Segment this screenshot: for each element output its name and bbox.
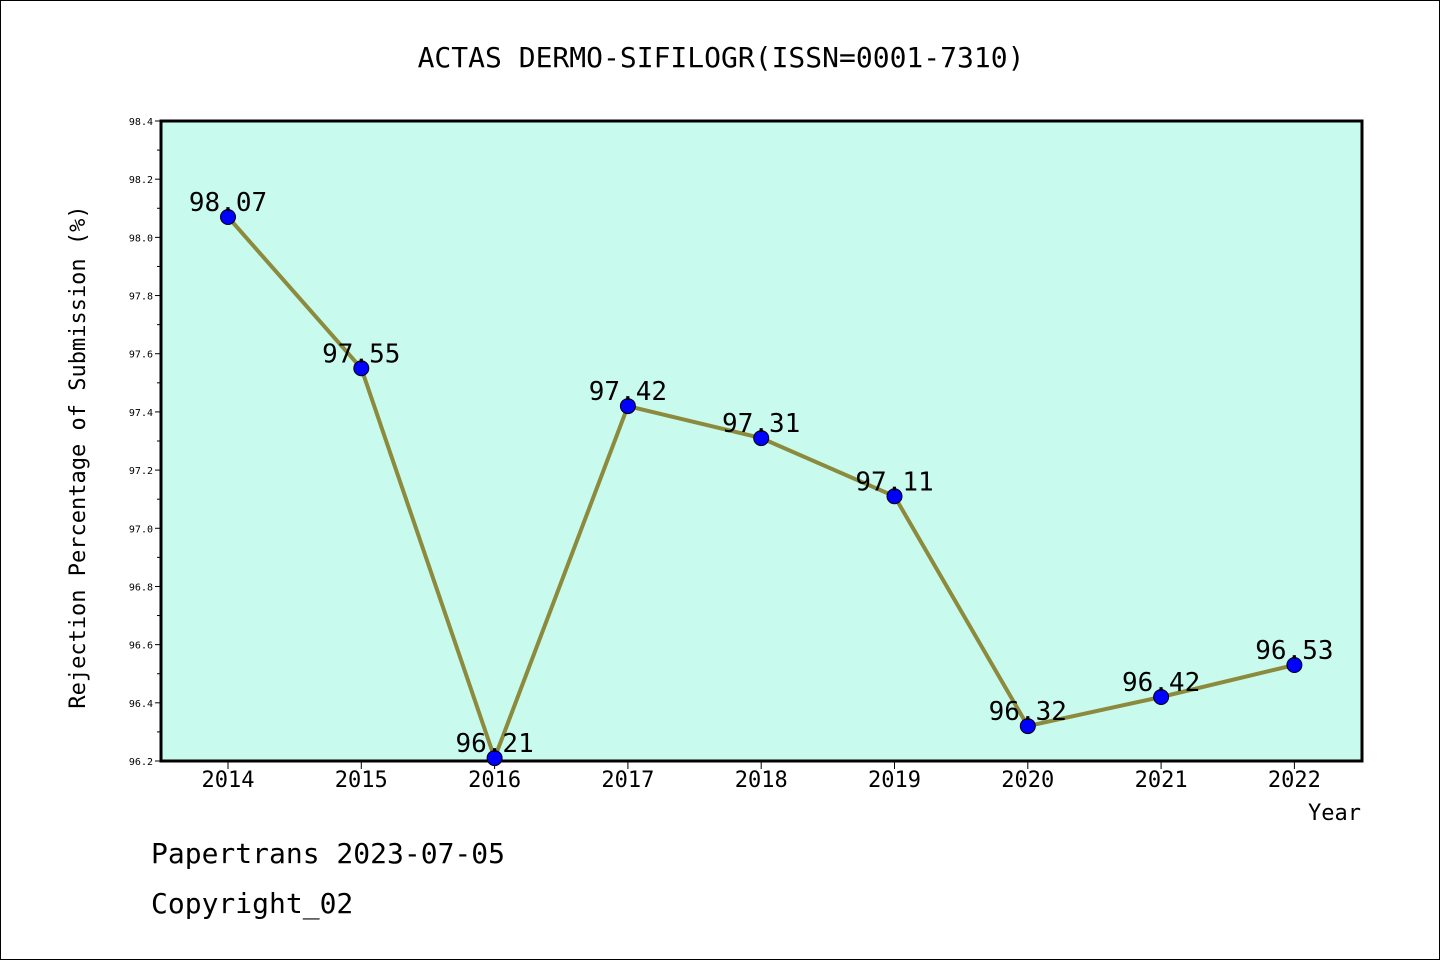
data-series <box>220 209 1303 767</box>
data-point <box>220 209 236 225</box>
chart-title: ACTAS DERMO-SIFILOGR(ISSN=0001-7310) <box>418 41 1025 74</box>
x-tick-label: 2015 <box>335 768 388 793</box>
y-tick-label: 98.0 <box>129 233 153 244</box>
y-tick-label: 96.4 <box>129 699 153 710</box>
x-axis: 2014 2015 2016 2017 2018 2019 2020 2021 2022 <box>202 761 1321 793</box>
x-tick-label: 2019 <box>868 768 921 793</box>
x-tick-label: 2021 <box>1135 768 1188 793</box>
y-tick-label: 96.8 <box>129 582 153 593</box>
data-label: 96.42 <box>1122 668 1200 698</box>
x-axis-title: Year <box>1308 801 1361 826</box>
y-axis-title: Rejection Percentage of Submission (%) <box>66 205 91 708</box>
y-tick-label: 98.2 <box>129 175 153 186</box>
data-point <box>753 430 770 447</box>
data-label: 96.53 <box>1255 636 1333 666</box>
x-tick-label: 2022 <box>1268 768 1321 793</box>
data-label: 98.07 <box>189 188 267 218</box>
data-point <box>1019 718 1036 735</box>
data-label: 96.21 <box>455 729 533 759</box>
data-label: 97.11 <box>855 467 933 497</box>
x-tick-label: 2018 <box>735 768 788 793</box>
footer-date-line: Papertrans 2023-07-05 <box>151 837 506 870</box>
data-label: 97.31 <box>722 409 800 439</box>
y-tick-label: 96.6 <box>129 641 153 652</box>
y-tick-label: 97.8 <box>129 292 153 303</box>
x-tick-label: 2014 <box>202 768 255 793</box>
y-axis: 96.2 96.4 96.6 96.8 97.0 97.2 97.4 97.6 97.8 98.0… <box>129 117 161 768</box>
data-point <box>353 360 370 377</box>
footer-copyright-line: Copyright_02 <box>151 887 354 920</box>
data-point <box>486 750 503 767</box>
y-tick-label: 97.6 <box>129 350 153 361</box>
y-tick-label: 97.4 <box>129 408 153 419</box>
x-tick-label: 2017 <box>601 768 654 793</box>
x-tick-label: 2016 <box>468 768 521 793</box>
data-point <box>1286 657 1303 673</box>
y-tick-label: 97.2 <box>129 466 153 477</box>
y-tick-label: 96.2 <box>129 757 153 768</box>
y-tick-label: 98.4 <box>129 117 153 128</box>
data-point <box>619 398 636 415</box>
data-label: 97.55 <box>322 339 400 369</box>
data-label: 97.42 <box>589 377 667 407</box>
data-point <box>886 488 903 505</box>
data-point <box>1153 689 1170 705</box>
y-tick-label: 97.0 <box>129 524 153 535</box>
data-labels: 98.07 97.55 96.21 97.42 97.31 97.11 96.32 96.42… <box>189 188 1334 759</box>
data-label: 96.32 <box>989 697 1067 727</box>
x-tick-label: 2020 <box>1001 768 1054 793</box>
